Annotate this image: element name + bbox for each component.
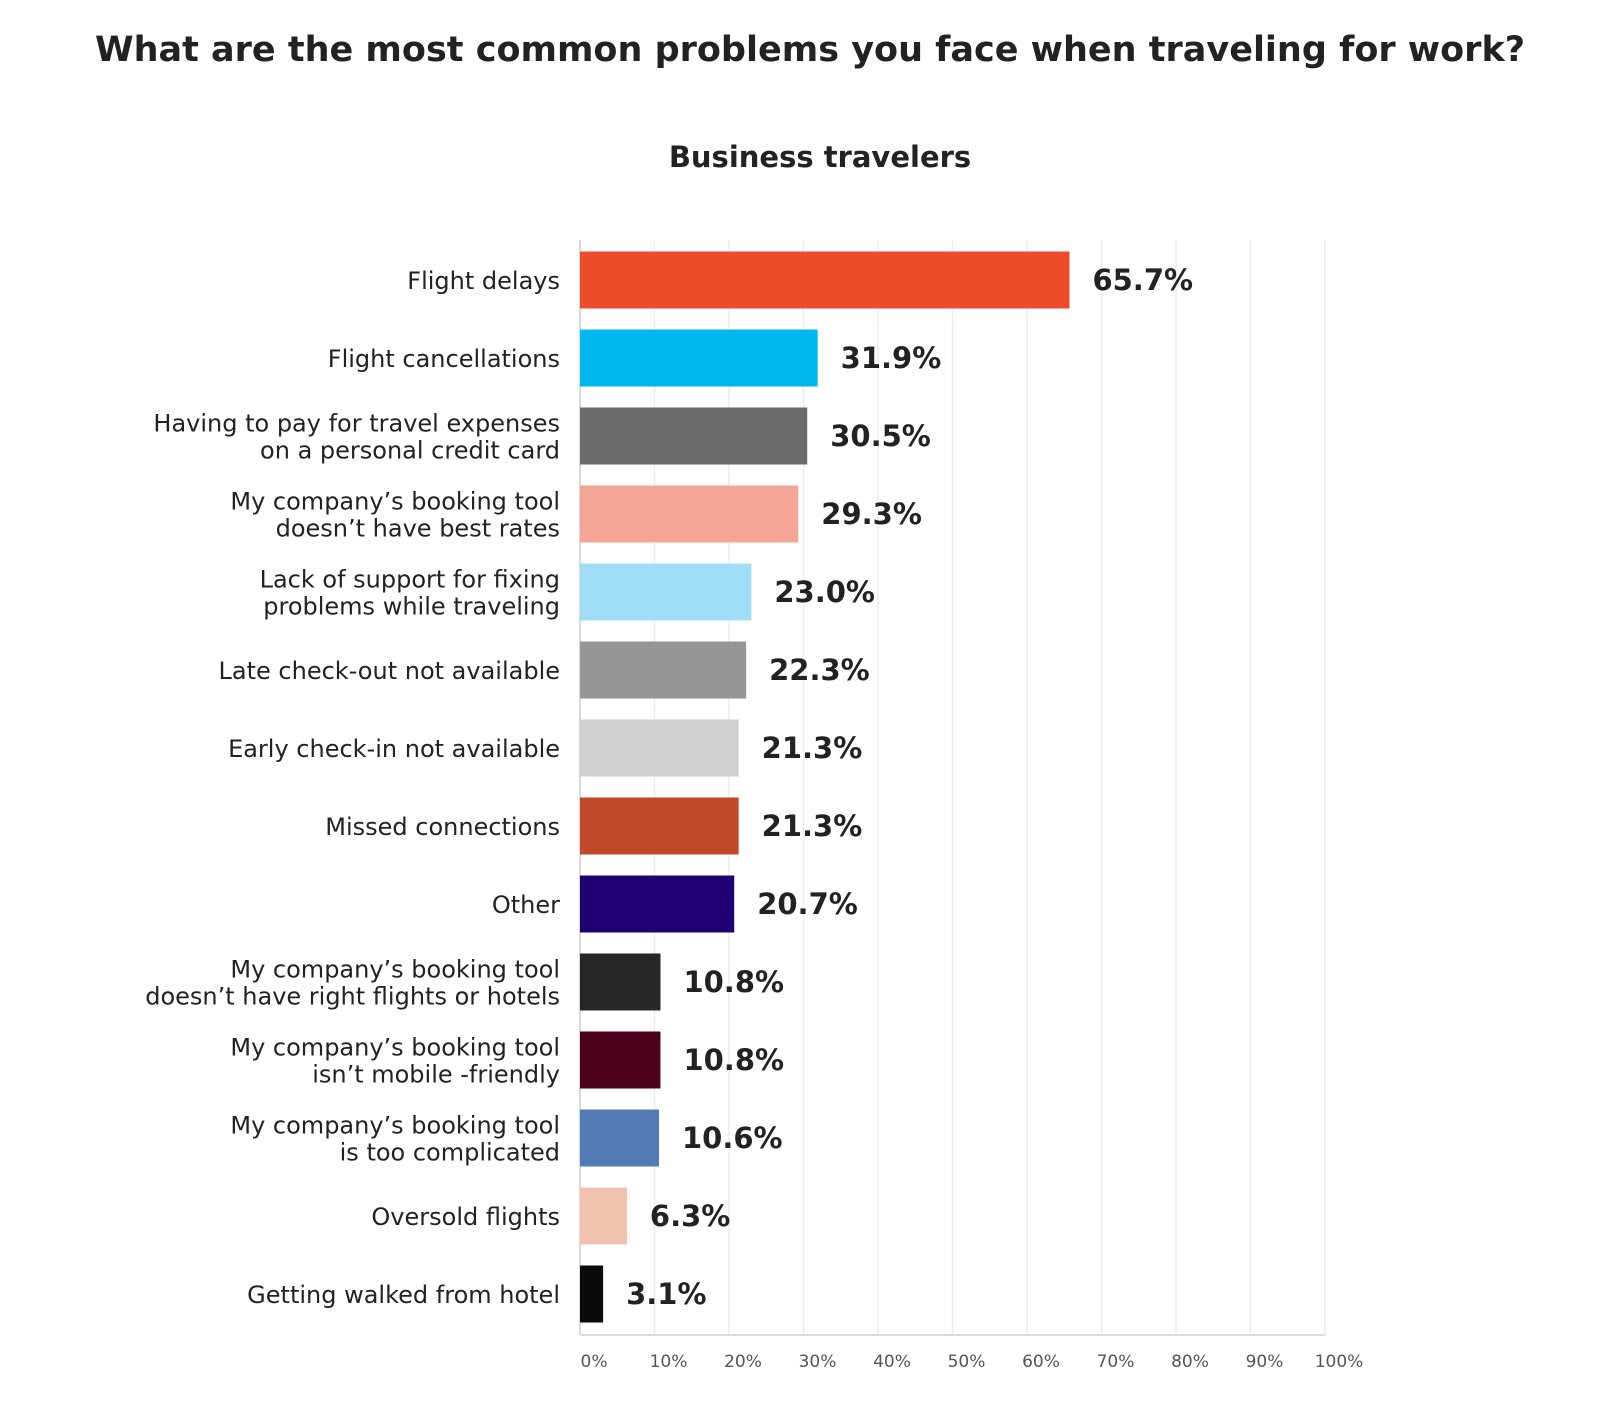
category-label-line: My company’s booking tool <box>230 488 560 516</box>
data-label: 6.3% <box>650 1199 730 1233</box>
x-tick-label: 0% <box>581 1352 608 1372</box>
data-label: 30.5% <box>830 419 931 453</box>
category-label: Early check-in not available <box>228 735 560 763</box>
category-label: My company’s booking tool is too complica… <box>230 1112 560 1167</box>
category-label-line: Having to pay for travel expenses <box>153 410 560 438</box>
category-label: Flight cancellations <box>328 345 560 373</box>
data-label: 65.7% <box>1092 263 1193 297</box>
category-label: Lack of support for fixing problems while… <box>260 566 560 621</box>
category-label-line: Flight cancellations <box>328 345 560 373</box>
x-tick-label: 20% <box>724 1352 762 1372</box>
data-label: 21.3% <box>762 809 863 843</box>
bar <box>580 407 808 465</box>
category-label: Flight delays <box>407 267 560 295</box>
bar <box>580 1031 661 1089</box>
value-labels: 65.7% 31.9% 30.5% 29.3% 23.0% 22.3% 21.3% 21.3%… <box>626 263 1193 1311</box>
category-label: Getting walked from hotel <box>247 1281 560 1309</box>
data-label: 29.3% <box>821 497 922 531</box>
category-label-line: on a personal credit card <box>260 437 560 465</box>
bar <box>580 875 735 933</box>
category-label: Other <box>492 891 560 919</box>
category-label-line: problems while traveling <box>263 593 560 621</box>
category-label: Missed connections <box>325 813 560 841</box>
category-label: My company’s booking tool doesn’t have ri… <box>145 956 560 1011</box>
data-label: 21.3% <box>762 731 863 765</box>
bar <box>580 329 818 387</box>
category-label-line: doesn’t have right flights or hotels <box>145 983 560 1011</box>
bar <box>580 719 739 777</box>
category-label-line: Flight delays <box>407 267 560 295</box>
category-label: Oversold flights <box>371 1203 560 1231</box>
x-tick-label: 100% <box>1315 1352 1364 1372</box>
category-label: Late check-out not available <box>219 657 560 685</box>
gridlines <box>579 240 1326 1336</box>
x-tick-label: 60% <box>1022 1352 1060 1372</box>
category-label-line: Early check-in not available <box>228 735 560 763</box>
chart-title: Business travelers <box>668 140 972 174</box>
category-label-line: My company’s booking tool <box>230 1112 560 1140</box>
x-tick-label: 80% <box>1171 1352 1209 1372</box>
category-label-line: Oversold flights <box>371 1203 560 1231</box>
category-label-line: My company’s booking tool <box>230 956 560 984</box>
bar <box>580 251 1070 309</box>
data-label: 3.1% <box>626 1277 706 1311</box>
category-labels: Flight delays Flight cancellations Having … <box>145 267 560 1309</box>
category-label-line: Getting walked from hotel <box>247 1281 560 1309</box>
bar <box>580 485 799 543</box>
category-label-line: Missed connections <box>325 813 560 841</box>
category-label-line: Late check-out not available <box>219 657 560 685</box>
category-label-line: isn’t mobile -friendly <box>312 1061 560 1089</box>
category-label-line: Lack of support for fixing <box>260 566 560 594</box>
bar <box>580 953 661 1011</box>
bar <box>580 563 752 621</box>
data-label: 20.7% <box>757 887 858 921</box>
category-label: My company’s booking tool isn’t mobile -f… <box>230 1034 560 1089</box>
bars <box>580 251 1070 1323</box>
x-axis-ticks: 0% 10% 20% 30% 40% 50% 60% 70% 80% 90% 100% <box>581 1352 1364 1372</box>
data-label: 10.6% <box>682 1121 783 1155</box>
bar <box>580 1187 627 1245</box>
category-label: My company’s booking tool doesn’t have be… <box>230 488 560 543</box>
x-tick-label: 90% <box>1246 1352 1284 1372</box>
category-label: Having to pay for travel expenses on a pe… <box>153 410 560 465</box>
category-label-line: My company’s booking tool <box>230 1034 560 1062</box>
bar <box>580 641 747 699</box>
category-label-line: is too complicated <box>340 1139 560 1167</box>
category-label-line: Other <box>492 891 560 919</box>
category-label-line: doesn’t have best rates <box>276 515 560 543</box>
data-label: 23.0% <box>774 575 875 609</box>
bar <box>580 797 739 855</box>
bar <box>580 1109 659 1167</box>
data-label: 10.8% <box>683 1043 784 1077</box>
data-label: 31.9% <box>841 341 942 375</box>
x-tick-label: 40% <box>873 1352 911 1372</box>
x-tick-label: 70% <box>1097 1352 1135 1372</box>
data-label: 22.3% <box>769 653 870 687</box>
x-tick-label: 50% <box>948 1352 986 1372</box>
page-title: What are the most common problems you fa… <box>95 30 1526 70</box>
x-tick-label: 10% <box>650 1352 688 1372</box>
data-label: 10.8% <box>683 965 784 999</box>
x-tick-label: 30% <box>799 1352 837 1372</box>
bar <box>580 1265 604 1323</box>
